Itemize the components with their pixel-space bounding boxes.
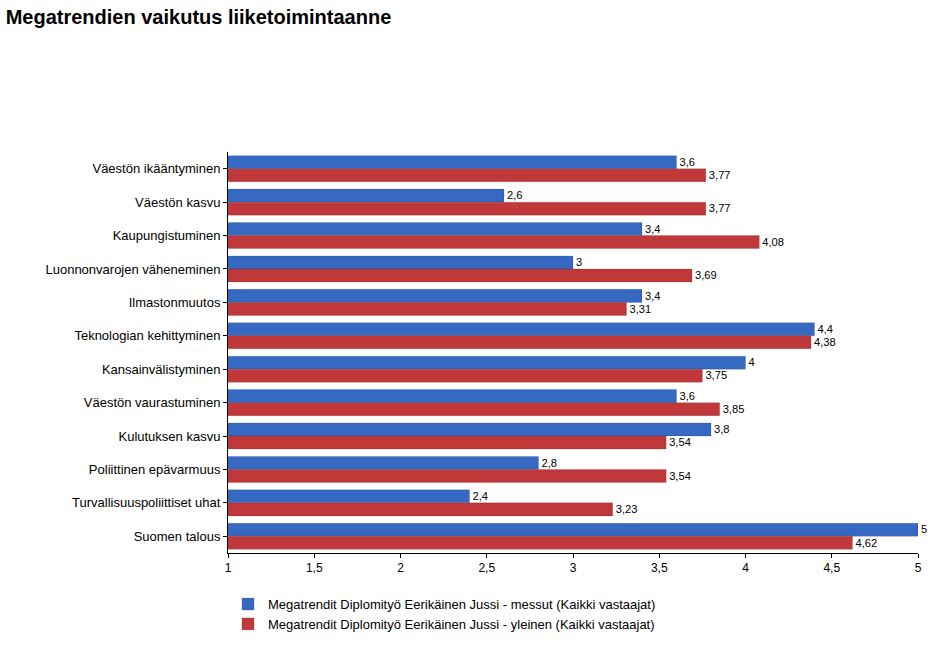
svg-text:3,4: 3,4 (645, 290, 661, 302)
svg-text:4: 4 (742, 561, 749, 575)
svg-text:Kaupungistuminen: Kaupungistuminen (113, 228, 221, 243)
svg-text:2,8: 2,8 (542, 457, 558, 469)
svg-text:Megatrendien vaikutus liiketoi: Megatrendien vaikutus liiketoimintaanne (6, 6, 392, 28)
svg-text:3,4: 3,4 (645, 223, 661, 235)
svg-text:4,08: 4,08 (762, 236, 784, 248)
svg-text:4,5: 4,5 (823, 561, 840, 575)
svg-text:3,5: 3,5 (651, 561, 668, 575)
svg-text:3,54: 3,54 (669, 470, 691, 482)
svg-text:4: 4 (749, 356, 755, 368)
svg-text:Luonnonvarojen väheneminen: Luonnonvarojen väheneminen (45, 262, 220, 277)
svg-text:4,38: 4,38 (814, 336, 836, 348)
svg-text:5: 5 (915, 561, 922, 575)
svg-text:3,77: 3,77 (709, 202, 731, 214)
svg-text:3: 3 (576, 256, 582, 268)
svg-text:4,4: 4,4 (818, 323, 834, 335)
svg-text:3,54: 3,54 (669, 436, 691, 448)
svg-text:3,6: 3,6 (680, 390, 696, 402)
svg-text:Ilmastonmuutos: Ilmastonmuutos (129, 295, 221, 310)
svg-text:Väestön kasvu: Väestön kasvu (135, 195, 220, 210)
svg-text:Turvallisuuspoliittiset uhat: Turvallisuuspoliittiset uhat (72, 495, 221, 510)
svg-text:1,5: 1,5 (306, 561, 323, 575)
svg-text:Poliittinen epävarmuus: Poliittinen epävarmuus (89, 462, 221, 477)
svg-text:3,6: 3,6 (680, 156, 696, 168)
svg-text:5: 5 (921, 523, 927, 535)
svg-text:3,77: 3,77 (709, 169, 731, 181)
svg-text:1: 1 (225, 561, 232, 575)
svg-text:2: 2 (397, 561, 404, 575)
svg-text:2,6: 2,6 (507, 189, 523, 201)
svg-text:2,4: 2,4 (473, 490, 489, 502)
svg-text:Teknologian kehittyminen: Teknologian kehittyminen (74, 328, 220, 343)
svg-text:Megatrendit Diplomityö Eerikäi: Megatrendit Diplomityö Eerikäinen Jussi … (268, 617, 655, 632)
svg-text:Väestön vaurastuminen: Väestön vaurastuminen (84, 395, 221, 410)
svg-text:3,69: 3,69 (695, 269, 717, 281)
svg-text:Kansainvälistyminen: Kansainvälistyminen (102, 362, 221, 377)
svg-text:3,85: 3,85 (723, 403, 745, 415)
svg-text:3: 3 (570, 561, 577, 575)
svg-text:3,75: 3,75 (705, 369, 727, 381)
svg-text:3,23: 3,23 (616, 503, 638, 515)
svg-text:2,5: 2,5 (478, 561, 495, 575)
svg-text:Suomen talous: Suomen talous (134, 529, 221, 544)
svg-text:4,62: 4,62 (855, 537, 877, 549)
svg-text:Kulutuksen kasvu: Kulutuksen kasvu (118, 429, 220, 444)
svg-text:Väestön ikääntyminen: Väestön ikääntyminen (92, 161, 220, 176)
svg-text:Megatrendit Diplomityö Eerikäi: Megatrendit Diplomityö Eerikäinen Jussi … (268, 597, 655, 612)
svg-text:3,31: 3,31 (629, 303, 651, 315)
svg-text:3,8: 3,8 (714, 423, 730, 435)
